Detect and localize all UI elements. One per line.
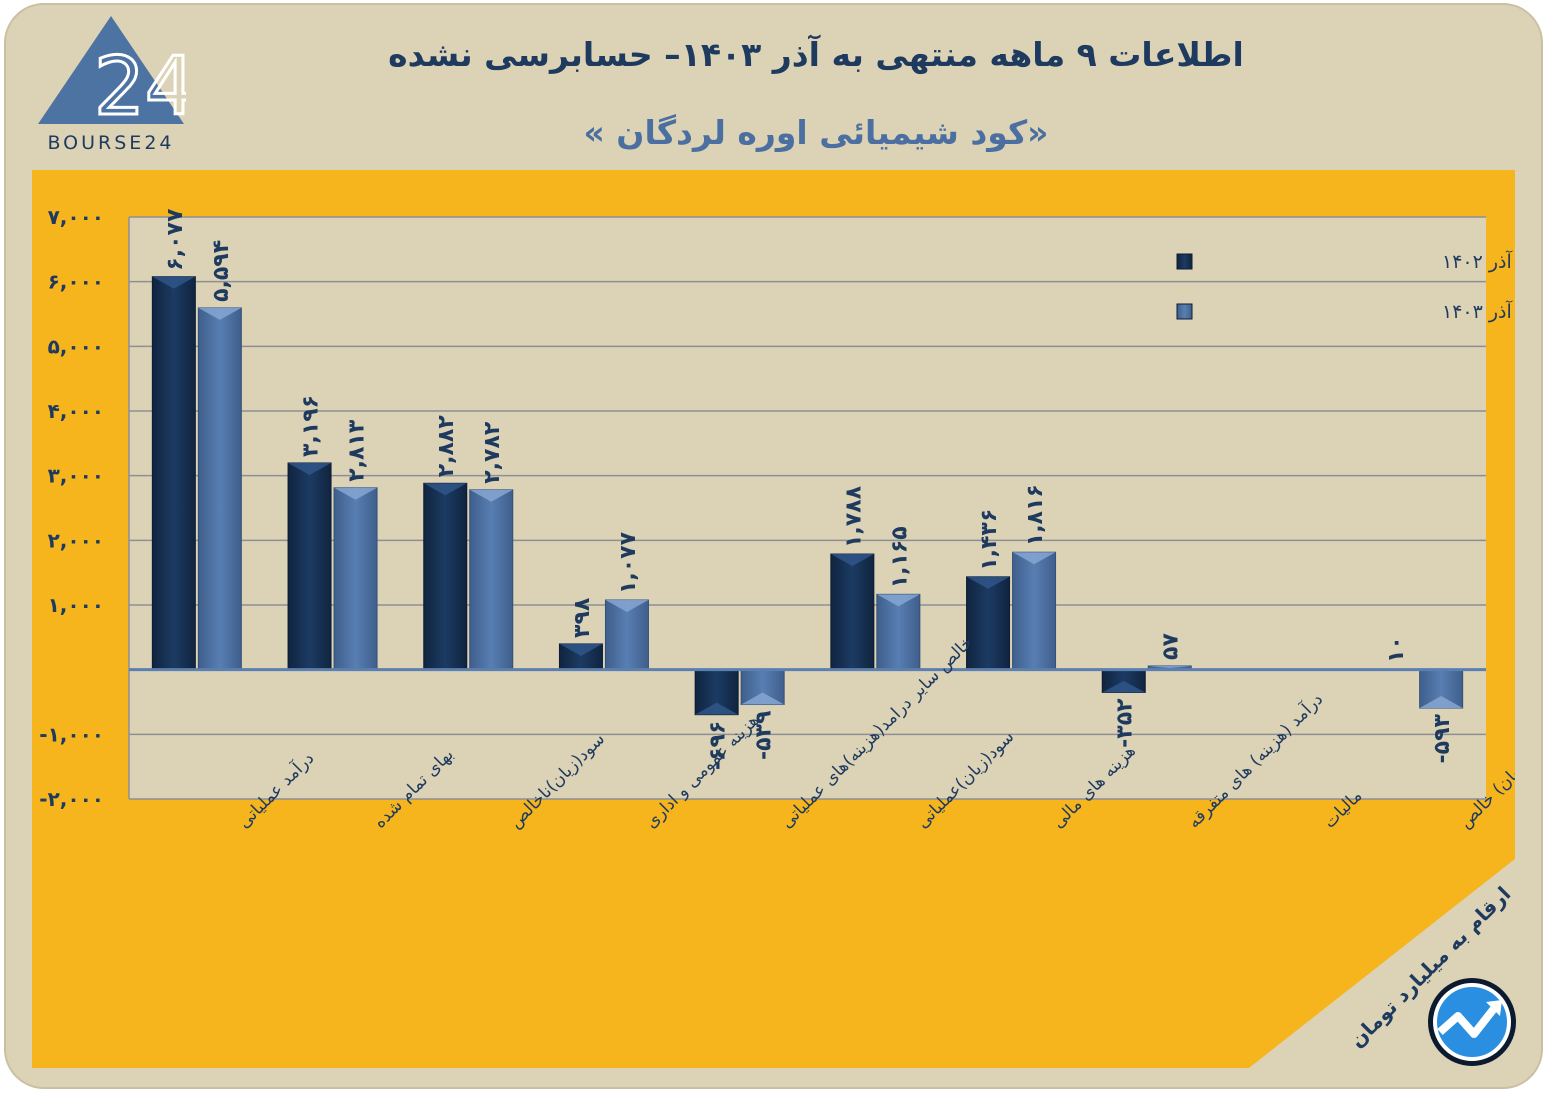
bar-1402 [966,576,1011,671]
data-label: ۱,۰۷۷ [616,531,641,594]
bourse24-logo: 24 BOURSE24 [36,14,197,159]
page-title: اطلاعات ۹ ماهه منتهی به آذر ۱۴۰۳– حسابرس… [388,35,1244,74]
y-tick-label: ۳,۰۰۰ [48,464,104,488]
y-tick-label: ۴,۰۰۰ [48,399,104,423]
bar-1403 [604,599,649,671]
logo-text: BOURSE24 [47,132,175,154]
legend-swatch [1176,303,1193,320]
data-label: ۱۰ [1384,636,1409,663]
y-tick-label: ۵,۰۰۰ [48,334,104,358]
y-tick-label: ۶,۰۰۰ [48,270,104,294]
data-label: ۱,۱۶۵ [887,526,912,588]
legend: عملکرد منتهی به آذر ۱۴۰۲ عملکرد منتهی به … [1176,249,1515,323]
bar-1403 [1419,669,1464,709]
legend-label: عملکرد منتهی به آذر ۱۴۰۳ [1442,299,1515,323]
y-tick-label: ۲,۰۰۰ [48,528,104,552]
legend-label: عملکرد منتهی به آذر ۱۴۰۲ [1442,249,1515,273]
data-label: ۳۹۸ [570,597,595,638]
bar-1403 [197,307,242,671]
page-subtitle: «کود شیمیائی اوره لردگان » [583,113,1049,152]
bar-1402 [151,276,196,671]
data-label: -۶۹۶ [706,721,731,770]
data-label: ۲,۸۱۳ [345,419,370,482]
bar-1402 [1101,669,1146,693]
bar-1402 [830,553,875,671]
legend-item-1402: عملکرد منتهی به آذر ۱۴۰۲ [1176,249,1515,273]
data-labels: ۶,۰۷۷ ۵,۵۹۴ ۳,۱۹۶ ۲,۸۱۳ ۲,۸۸۲ ۲,۷۸۲ ۳۹۸ ۱,۰۷۷ -۶… [163,208,1455,770]
bar-1403 [333,487,378,671]
data-label: ۱,۷۸۸ [841,485,866,548]
data-label: -۵۳۹ [752,711,777,760]
bar-1403 [469,489,514,671]
bar-1403 [1012,551,1057,671]
bar-1402 [694,669,739,716]
data-label: ۳,۱۹۶ [299,395,324,457]
plot-area [129,217,1486,799]
bar-chart: -۲,۰۰۰ -۱,۰۰۰ ۱,۰۰۰ ۲,۰۰۰ ۳,۰۰۰ ۴,۰۰۰ ۵,۰۰۰ ۶,۰… [39,205,1515,833]
bar-1402 [287,462,332,671]
bar-1403 [876,593,921,671]
data-label: ۲,۸۸۲ [434,415,459,478]
data-label: ۶,۰۷۷ [163,208,188,271]
bar-1402 [558,643,603,671]
logo-mark: 24 [94,40,186,133]
data-label: ۱,۸۱۶ [1023,484,1048,546]
data-label: ۲,۷۸۲ [480,421,505,484]
y-tick-label: ۷,۰۰۰ [48,205,104,229]
y-tick-label: ۱,۰۰۰ [48,593,104,617]
logo-triangle-icon: 24 [38,16,197,135]
trend-arrow-icon [1428,978,1516,1066]
y-tick-label: -۱,۰۰۰ [39,722,104,746]
legend-swatch [1176,253,1193,270]
y-axis-ticks: -۲,۰۰۰ -۱,۰۰۰ ۱,۰۰۰ ۲,۰۰۰ ۳,۰۰۰ ۴,۰۰۰ ۵,۰۰۰ ۶,۰… [39,205,104,811]
bar-1402 [423,482,468,671]
data-label: ۵۷ [1159,633,1184,660]
data-label: -۵۹۳ [1430,713,1455,763]
data-label: -۳۵۲ [1113,698,1138,748]
legend-item-1403: عملکرد منتهی به آذر ۱۴۰۳ [1176,299,1515,323]
data-label: ۱,۴۳۶ [977,509,1002,571]
y-tick-label: -۲,۰۰۰ [39,787,104,811]
bar-1403 [740,669,785,706]
data-label: ۵,۵۹۴ [209,240,234,302]
